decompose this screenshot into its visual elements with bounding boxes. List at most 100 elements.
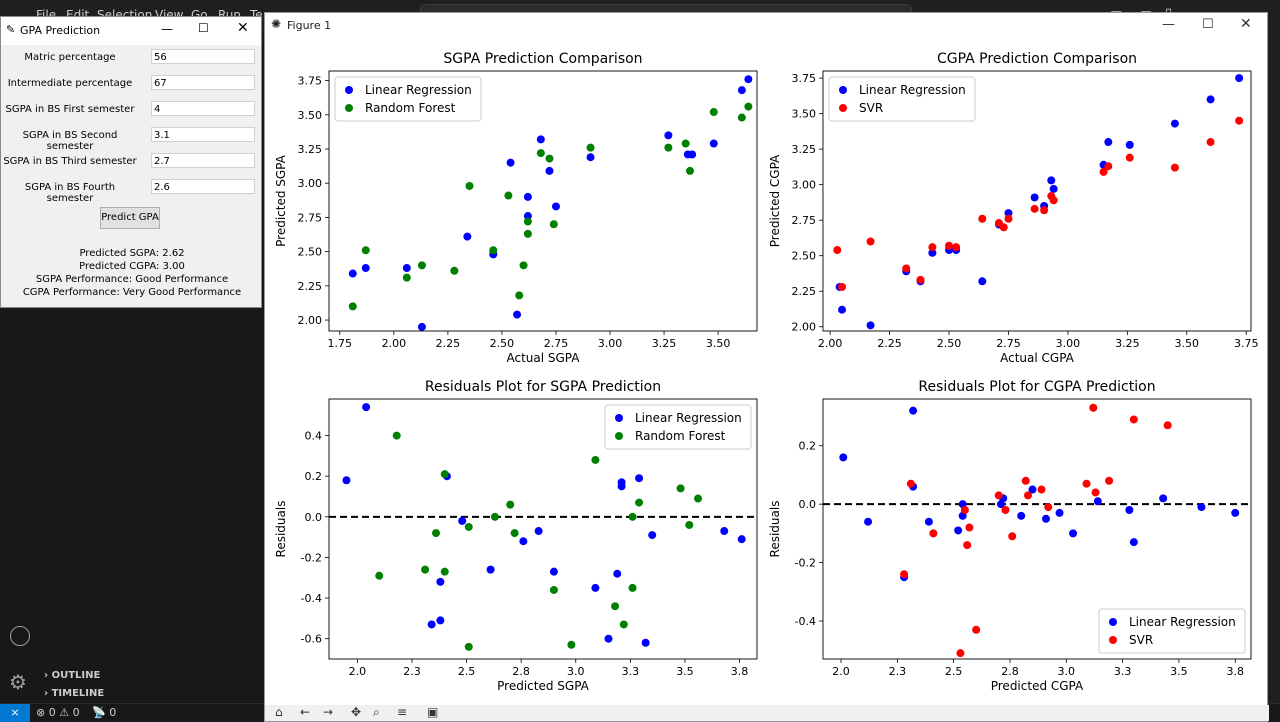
matplotlib-icon: ✺	[271, 17, 282, 31]
data-point	[464, 522, 473, 531]
x-tick-label: 2.50	[490, 337, 515, 350]
outline-section[interactable]: › OUTLINE	[44, 670, 101, 681]
forward-icon[interactable]: →	[323, 705, 334, 719]
data-point	[628, 512, 637, 521]
y-tick-label: -0.4	[301, 592, 322, 605]
close-button[interactable]: ✕	[237, 20, 249, 36]
data-point	[1042, 514, 1051, 523]
x-tick-label: 2.25	[436, 337, 461, 350]
configure-icon[interactable]: ≡	[397, 705, 408, 719]
pan-icon[interactable]: ✥	[351, 705, 362, 719]
data-point	[956, 649, 965, 658]
data-point	[1055, 508, 1064, 517]
x-tick-label: 3.0	[567, 665, 585, 678]
figure-window: ✺ Figure 1 — ☐ ✕ SGPA Prediction Compari…	[264, 12, 1269, 722]
y-tick-label: 3.75	[298, 75, 323, 88]
maximize-button[interactable]: ☐	[198, 21, 209, 35]
field-sem2: SGPA in BS Second semester 3.1	[1, 127, 263, 152]
data-point	[978, 214, 987, 223]
data-point	[427, 620, 436, 629]
x-tick-label: 3.25	[1115, 337, 1140, 350]
gpa-prediction-window: ✎ GPA Prediction — ☐ ✕ Matric percentage…	[0, 16, 262, 308]
remote-icon[interactable]: ⨯	[0, 704, 30, 722]
data-point	[417, 322, 426, 331]
sem3-input[interactable]: 2.7	[151, 153, 255, 168]
data-point	[1099, 167, 1108, 176]
x-tick-label: 3.50	[1175, 337, 1200, 350]
x-tick-label: 2.3	[889, 665, 907, 678]
sem1-input[interactable]: 4	[151, 101, 255, 116]
home-icon[interactable]: ⌂	[275, 705, 283, 719]
problems-status[interactable]: ⊗ 0 ⚠ 0	[36, 706, 80, 719]
y-tick-label: 3.50	[298, 109, 323, 122]
x-tick-label: 3.00	[1056, 337, 1081, 350]
matric-input[interactable]: 56	[151, 49, 255, 64]
legend-label: Linear Regression	[1129, 615, 1236, 629]
x-tick-label: 3.5	[676, 665, 694, 678]
legend-label: SVR	[859, 101, 883, 115]
data-point	[838, 282, 847, 291]
chart-title: Residuals Plot for SGPA Prediction	[425, 379, 661, 395]
field-sem3: SGPA in BS Third semester 2.7	[1, 153, 263, 171]
close-button[interactable]: ✕	[1240, 16, 1252, 32]
back-icon[interactable]: ←	[300, 705, 311, 719]
data-point	[567, 640, 576, 649]
predict-gpa-button[interactable]: Predict GPA	[100, 207, 160, 229]
gear-icon[interactable]: ⚙	[9, 670, 27, 694]
figure-canvas: SGPA Prediction Comparison Actual SGPA Pre…	[274, 51, 1259, 693]
intermediate-input[interactable]: 67	[151, 75, 255, 90]
account-icon[interactable]	[10, 626, 30, 646]
x-tick-label: 2.3	[403, 665, 421, 678]
data-point	[900, 570, 909, 579]
data-point	[617, 482, 626, 491]
data-point	[628, 583, 637, 592]
field-label: SGPA in BS Fourth semester	[24, 182, 116, 204]
legend-marker	[345, 86, 353, 94]
data-point	[586, 153, 595, 162]
data-point	[523, 229, 532, 238]
result-sgpa-performance: SGPA Performance: Good Performance	[35, 274, 229, 285]
data-point	[1170, 119, 1179, 128]
field-sem1: SGPA in BS First semester 4	[1, 101, 263, 119]
data-point	[450, 266, 459, 275]
zoom-icon[interactable]: ⌕	[373, 705, 380, 719]
minimize-button[interactable]: —	[1162, 17, 1175, 32]
sem4-input[interactable]: 2.6	[151, 179, 255, 194]
data-point	[1028, 485, 1037, 494]
data-point	[838, 305, 847, 314]
data-point	[635, 498, 644, 507]
data-point	[1004, 209, 1013, 218]
y-tick-label: 0.0	[799, 498, 817, 511]
data-point	[523, 212, 532, 221]
x-tick-label: 3.75	[1234, 337, 1259, 350]
x-tick-label: 3.3	[1114, 665, 1132, 678]
legend-marker	[345, 104, 353, 112]
data-point	[1206, 95, 1215, 104]
data-point	[1170, 163, 1179, 172]
minimize-button[interactable]: —	[161, 22, 173, 36]
field-label: SGPA in BS First semester	[5, 104, 135, 115]
timeline-section[interactable]: › TIMELINE	[44, 688, 105, 699]
y-tick-label: -0.2	[301, 551, 322, 564]
field-sem4: SGPA in BS Fourth semester 2.6	[1, 179, 263, 204]
sem2-input[interactable]: 3.1	[151, 127, 255, 142]
maximize-button[interactable]: ☐	[1202, 17, 1214, 32]
data-point	[392, 431, 401, 440]
x-tick-label: 2.0	[349, 665, 367, 678]
data-point	[906, 479, 915, 488]
data-point	[954, 526, 963, 535]
save-icon[interactable]: ▣	[427, 705, 439, 719]
y-tick-label: 2.25	[792, 285, 817, 298]
data-point	[744, 75, 753, 84]
axes-frame	[328, 70, 758, 332]
data-point	[864, 517, 873, 526]
y-tick-label: 3.00	[298, 177, 323, 190]
result-cgpa: Predicted CGPA: 3.00	[79, 261, 185, 272]
data-point	[928, 248, 937, 257]
ports-status[interactable]: 📡 0	[92, 706, 116, 719]
y-tick-label: 3.50	[792, 108, 817, 121]
data-point	[1040, 206, 1049, 215]
data-point	[432, 529, 440, 538]
data-point	[994, 491, 1003, 500]
x-tick-label: 2.8	[1001, 665, 1019, 678]
